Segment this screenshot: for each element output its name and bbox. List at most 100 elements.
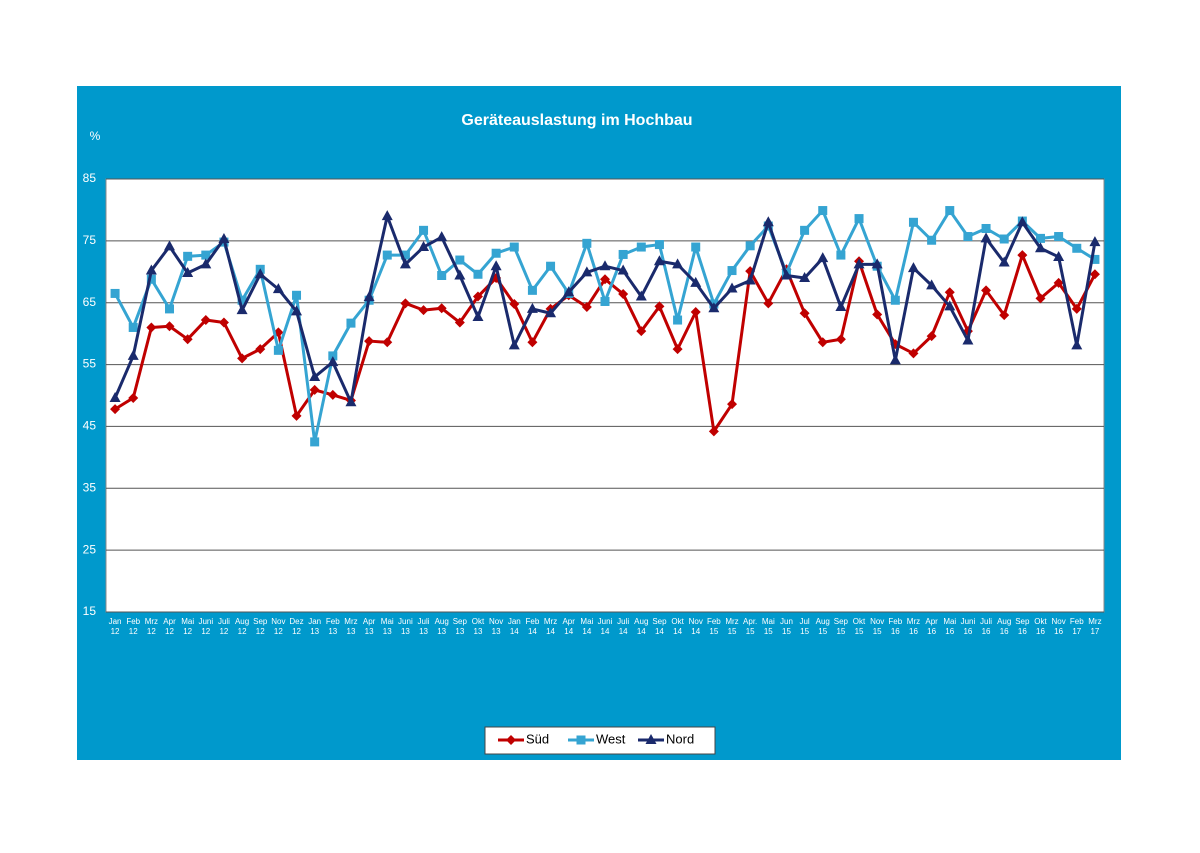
- x-tick-label: Nov 15: [870, 617, 884, 636]
- x-tick-label: Dez 12: [289, 617, 303, 636]
- marker: [618, 289, 629, 300]
- marker: [672, 258, 684, 269]
- marker: [545, 307, 557, 318]
- marker: [653, 255, 665, 266]
- x-tick-label: Sep 16: [1015, 617, 1030, 636]
- marker: [799, 271, 811, 282]
- marker: [854, 214, 864, 224]
- marker: [744, 274, 756, 285]
- marker: [255, 344, 266, 355]
- marker: [182, 267, 194, 278]
- marker: [981, 223, 991, 233]
- marker: [1035, 293, 1046, 304]
- x-tick-label: Apr 14: [562, 617, 575, 636]
- marker: [727, 399, 738, 410]
- marker: [1053, 250, 1065, 261]
- marker: [690, 306, 701, 317]
- legend-label: Süd: [526, 731, 549, 746]
- marker: [600, 274, 610, 285]
- marker: [490, 260, 502, 271]
- x-tick-label: Sep 14: [652, 617, 667, 636]
- x-tick-label: Okt 13: [472, 617, 485, 636]
- marker: [1035, 233, 1045, 243]
- x-tick-label: Aug 16: [997, 617, 1011, 636]
- marker: [672, 344, 683, 355]
- x-tick-label: Feb 13: [326, 617, 340, 636]
- marker: [998, 256, 1010, 267]
- marker: [109, 391, 121, 402]
- x-tick-label: Juli 12: [218, 617, 230, 636]
- marker: [291, 305, 303, 316]
- marker: [673, 315, 683, 325]
- x-tick-label: Feb 15: [707, 617, 721, 636]
- x-tick-label: Jul 15: [799, 617, 809, 636]
- marker: [200, 315, 211, 326]
- marker: [889, 354, 901, 365]
- x-tick-label: Mai 14: [580, 617, 593, 636]
- x-tick-label: Feb 12: [126, 617, 140, 636]
- marker: [164, 321, 175, 332]
- marker: [509, 242, 519, 252]
- marker: [963, 232, 973, 242]
- y-tick-label: 45: [83, 419, 97, 433]
- marker: [236, 304, 248, 315]
- x-tick-label: Mrz 14: [544, 617, 557, 636]
- x-tick-label: Juni 13: [398, 617, 413, 636]
- marker: [218, 233, 230, 244]
- marker: [835, 301, 847, 312]
- marker: [980, 232, 992, 243]
- marker: [645, 734, 657, 744]
- marker: [581, 302, 592, 313]
- marker: [128, 322, 138, 332]
- marker: [165, 304, 175, 314]
- marker: [418, 305, 429, 316]
- marker: [1090, 254, 1100, 264]
- marker: [908, 217, 918, 227]
- x-tick-label: Mai 15: [762, 617, 775, 636]
- marker: [576, 735, 586, 745]
- marker: [1089, 236, 1101, 247]
- marker: [1071, 339, 1083, 350]
- marker: [437, 270, 447, 280]
- marker: [436, 231, 448, 242]
- marker: [237, 295, 247, 305]
- marker: [835, 334, 846, 345]
- marker: [800, 225, 810, 235]
- x-tick-label: Juni 14: [598, 617, 613, 636]
- x-tick-label: Aug 12: [235, 617, 249, 636]
- marker: [1053, 277, 1064, 288]
- marker: [981, 285, 992, 296]
- marker: [1054, 232, 1064, 242]
- x-tick-label: Juni 12: [198, 617, 213, 636]
- marker: [708, 302, 720, 313]
- marker: [636, 242, 646, 252]
- x-tick-label: Sep 12: [253, 617, 268, 636]
- y-tick-label: 55: [83, 357, 97, 371]
- x-tick-label: Nov 12: [271, 617, 285, 636]
- marker: [799, 308, 810, 319]
- x-tick-label: Mai 12: [181, 617, 194, 636]
- marker: [346, 318, 356, 328]
- marker: [200, 258, 212, 269]
- marker: [927, 235, 937, 245]
- x-tick-label: Apr 12: [163, 617, 176, 636]
- marker: [817, 252, 829, 263]
- marker: [708, 426, 719, 437]
- y-tick-label: 15: [83, 604, 97, 618]
- x-tick-label: Jun 15: [780, 617, 793, 636]
- marker: [1016, 216, 1028, 227]
- marker: [473, 269, 483, 279]
- x-tick-label: Nov 14: [689, 617, 703, 636]
- marker: [110, 404, 121, 415]
- marker: [436, 303, 447, 314]
- marker: [726, 282, 738, 293]
- marker: [563, 286, 575, 297]
- x-tick-label: Juli 13: [418, 617, 430, 636]
- marker: [1072, 243, 1082, 253]
- marker: [617, 264, 629, 275]
- marker: [527, 337, 538, 348]
- marker: [110, 288, 120, 298]
- marker: [762, 216, 774, 227]
- marker: [871, 258, 883, 269]
